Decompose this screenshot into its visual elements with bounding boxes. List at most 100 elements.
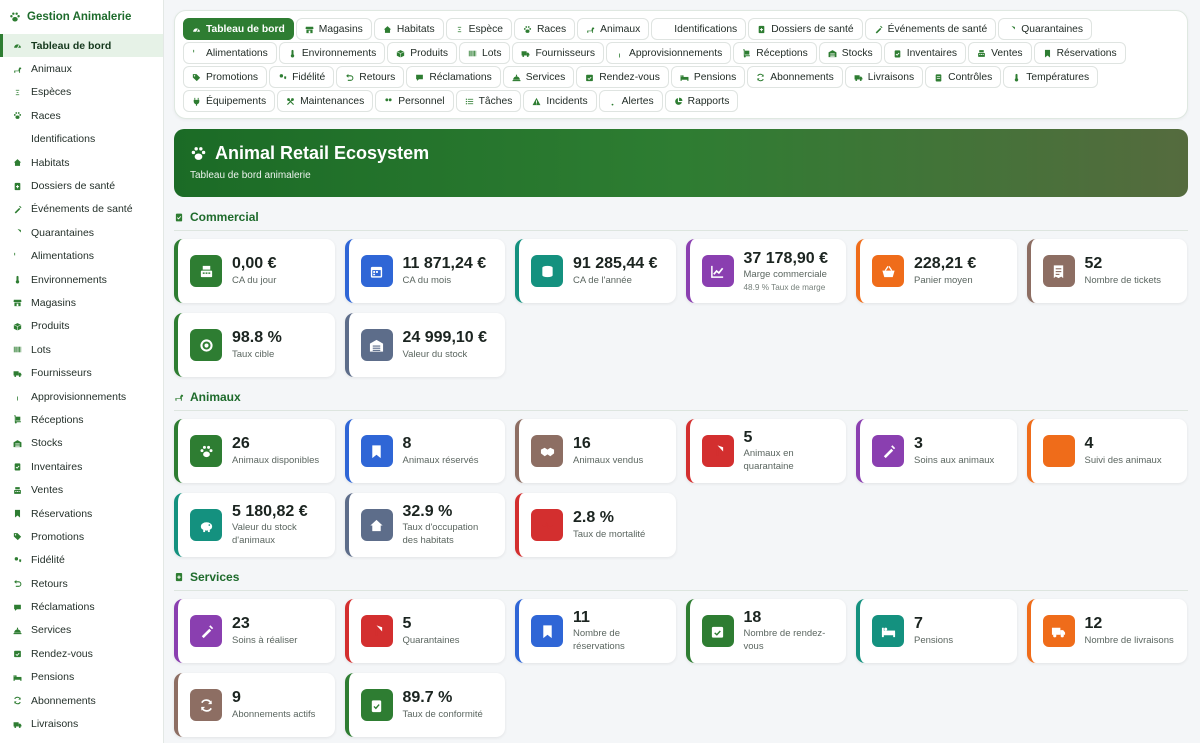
sidebar-item-syringe[interactable]: Événements de santé bbox=[0, 198, 163, 221]
sidebar-item-undo[interactable]: Retours bbox=[0, 572, 163, 595]
tab-concierge-bell-25[interactable]: Services bbox=[502, 66, 575, 88]
kpi-card[interactable]: 2.8 % Taux de mortalité bbox=[515, 493, 676, 557]
sidebar-item-thermometer[interactable]: Environnements bbox=[0, 268, 163, 291]
sidebar-item-fingerprint[interactable]: Identifications bbox=[0, 128, 163, 151]
sidebar-item-concierge-bell[interactable]: Services bbox=[0, 619, 163, 642]
sidebar-item-box[interactable]: Produits bbox=[0, 315, 163, 338]
tab-dog-5[interactable]: Animaux bbox=[577, 18, 650, 40]
tab-barcode-13[interactable]: Lots bbox=[459, 42, 511, 64]
kpi-card[interactable]: 89.7 % Taux de conformité bbox=[344, 673, 505, 737]
tab-medical-file-7[interactable]: Dossiers de santé bbox=[748, 18, 863, 40]
tab-sync-28[interactable]: Abonnements bbox=[747, 66, 843, 88]
kpi-card[interactable]: 98.8 % Taux cible bbox=[174, 313, 335, 377]
tab-user-tag-22[interactable]: Fidélité bbox=[269, 66, 335, 88]
kpi-card[interactable]: 37 178,90 € Marge commerciale 48.9 % Taux … bbox=[685, 239, 846, 303]
kpi-sections: Commercial 0,00 € CA du jour 11 871,24 € CA … bbox=[174, 210, 1188, 737]
sidebar-item-store[interactable]: Magasins bbox=[0, 291, 163, 314]
brand[interactable]: Gestion Animalerie bbox=[0, 0, 163, 34]
paw-icon bbox=[191, 147, 206, 160]
kpi-card[interactable]: 12 Nombre de livraisons bbox=[1026, 599, 1187, 663]
kpi-card[interactable]: 8 Animaux réservés bbox=[344, 419, 505, 483]
kpi-card[interactable]: 5 180,82 € Valeur du stock d'animaux bbox=[174, 493, 335, 557]
tab-warning-36[interactable]: Incidents bbox=[523, 90, 597, 112]
tab-calendar-check-26[interactable]: Rendez-vous bbox=[576, 66, 669, 88]
sidebar-item-utensils[interactable]: Alimentations bbox=[0, 245, 163, 268]
sidebar-item-warehouse[interactable]: Stocks bbox=[0, 432, 163, 455]
tab-tags-21[interactable]: Promotions bbox=[183, 66, 268, 88]
sidebar-item-clipboard-check[interactable]: Inventaires bbox=[0, 455, 163, 478]
tab-truck-14[interactable]: Fournisseurs bbox=[512, 42, 604, 64]
kpi-card[interactable]: 5 Quarantaines bbox=[344, 599, 505, 663]
sidebar-item-medical-file[interactable]: Dossiers de santé bbox=[0, 174, 163, 197]
tab-label: Rendez-vous bbox=[599, 71, 660, 83]
kpi-card[interactable]: 5 Animaux en quarantaine bbox=[685, 419, 846, 483]
sidebar-item-calendar-check[interactable]: Rendez-vous bbox=[0, 642, 163, 665]
tab-seedling-15[interactable]: Approvisionnements bbox=[605, 42, 732, 64]
sidebar-item-dog[interactable]: Animaux bbox=[0, 57, 163, 80]
kpi-card[interactable]: 0,00 € CA du jour bbox=[174, 239, 335, 303]
tab-shield-9[interactable]: Quarantaines bbox=[998, 18, 1093, 40]
kpi-card[interactable]: 7 Pensions bbox=[856, 599, 1017, 663]
tab-tools-33[interactable]: Maintenances bbox=[277, 90, 374, 112]
sidebar-item-shipping[interactable]: Livraisons bbox=[0, 712, 163, 735]
tab-bell-37[interactable]: Alertes bbox=[598, 90, 663, 112]
sidebar-item-bed[interactable]: Pensions bbox=[0, 666, 163, 689]
tab-dolly-16[interactable]: Réceptions bbox=[733, 42, 817, 64]
kpi-card[interactable]: 4 Suivi des animaux bbox=[1026, 419, 1187, 483]
sidebar-item-cash-register[interactable]: Ventes bbox=[0, 478, 163, 501]
tab-dna-3[interactable]: Espèce bbox=[445, 18, 512, 40]
tab-thermometer-11[interactable]: Environnements bbox=[278, 42, 386, 64]
tab-clipboard-check-18[interactable]: Inventaires bbox=[883, 42, 967, 64]
tab-box-12[interactable]: Produits bbox=[387, 42, 457, 64]
tab-dashboard-0[interactable]: Tableau de bord bbox=[183, 18, 294, 40]
sidebar-item-tags[interactable]: Promotions bbox=[0, 525, 163, 548]
tab-shipping-29[interactable]: Livraisons bbox=[844, 66, 924, 88]
kpi-card[interactable]: 11 Nombre de réservations bbox=[515, 599, 676, 663]
tab-list-35[interactable]: Tâches bbox=[455, 90, 522, 112]
kpi-card[interactable]: 9 Abonnements actifs bbox=[174, 673, 335, 737]
tab-paw-4[interactable]: Races bbox=[513, 18, 576, 40]
kpi-card[interactable]: 16 Animaux vendus bbox=[515, 419, 676, 483]
kpi-card[interactable]: 18 Nombre de rendez-vous bbox=[685, 599, 846, 663]
kpi-label: Valeur du stock d'animaux bbox=[232, 522, 297, 546]
tab-syringe-8[interactable]: Événements de santé bbox=[864, 18, 997, 40]
kpi-card[interactable]: 26 Animaux disponibles bbox=[174, 419, 335, 483]
sidebar-item-sync[interactable]: Abonnements bbox=[0, 689, 163, 712]
tab-utensils-10[interactable]: Alimentations bbox=[183, 42, 277, 64]
tab-comment-24[interactable]: Réclamations bbox=[406, 66, 501, 88]
sidebar-item-seedling[interactable]: Approvisionnements bbox=[0, 385, 163, 408]
tab-warehouse-17[interactable]: Stocks bbox=[818, 42, 882, 64]
kpi-card[interactable]: 228,21 € Panier moyen bbox=[856, 239, 1017, 303]
sidebar-item-bookmark[interactable]: Réservations bbox=[0, 502, 163, 525]
sidebar-item-dolly[interactable]: Réceptions bbox=[0, 408, 163, 431]
kpi-card[interactable]: 11 871,24 € CA du mois bbox=[344, 239, 505, 303]
tab-bed-27[interactable]: Pensions bbox=[670, 66, 746, 88]
sidebar-item-shield[interactable]: Quarantaines bbox=[0, 221, 163, 244]
kpi-card[interactable]: 24 999,10 € Valeur du stock bbox=[344, 313, 505, 377]
tab-undo-23[interactable]: Retours bbox=[336, 66, 405, 88]
sidebar-item-paw[interactable]: Races bbox=[0, 104, 163, 127]
sidebar-item-comment[interactable]: Réclamations bbox=[0, 595, 163, 618]
kpi-card[interactable]: 91 285,44 € CA de l'année bbox=[515, 239, 676, 303]
sidebar-item-home[interactable]: Habitats bbox=[0, 151, 163, 174]
tab-pie-chart-38[interactable]: Rapports bbox=[664, 90, 739, 112]
sidebar-item-dashboard[interactable]: Tableau de bord bbox=[0, 34, 163, 58]
kpi-card[interactable]: 23 Soins à réaliser bbox=[174, 599, 335, 663]
tab-users-34[interactable]: Personnel bbox=[375, 90, 454, 112]
sidebar-item-dna[interactable]: Espèces bbox=[0, 81, 163, 104]
kpi-card[interactable]: 52 Nombre de tickets bbox=[1026, 239, 1187, 303]
tab-store-1[interactable]: Magasins bbox=[295, 18, 372, 40]
kpi-card[interactable]: 32.9 % Taux d'occupation des habitats bbox=[344, 493, 505, 557]
sidebar-item-truck[interactable]: Fournisseurs bbox=[0, 361, 163, 384]
kpi-icon-badge bbox=[872, 615, 904, 647]
tab-cash-register-19[interactable]: Ventes bbox=[968, 42, 1032, 64]
tab-fingerprint-6[interactable]: Identifications bbox=[651, 18, 747, 40]
tab-clipboard-30[interactable]: Contrôles bbox=[925, 66, 1002, 88]
sidebar-item-user-tag[interactable]: Fidélité bbox=[0, 549, 163, 572]
tab-plug-32[interactable]: Équipements bbox=[183, 90, 276, 112]
tab-bookmark-20[interactable]: Réservations bbox=[1033, 42, 1126, 64]
kpi-card[interactable]: 3 Soins aux animaux bbox=[856, 419, 1017, 483]
sidebar-item-barcode[interactable]: Lots bbox=[0, 338, 163, 361]
tab-home-2[interactable]: Habitats bbox=[373, 18, 444, 40]
tab-thermometer-31[interactable]: Températures bbox=[1003, 66, 1099, 88]
